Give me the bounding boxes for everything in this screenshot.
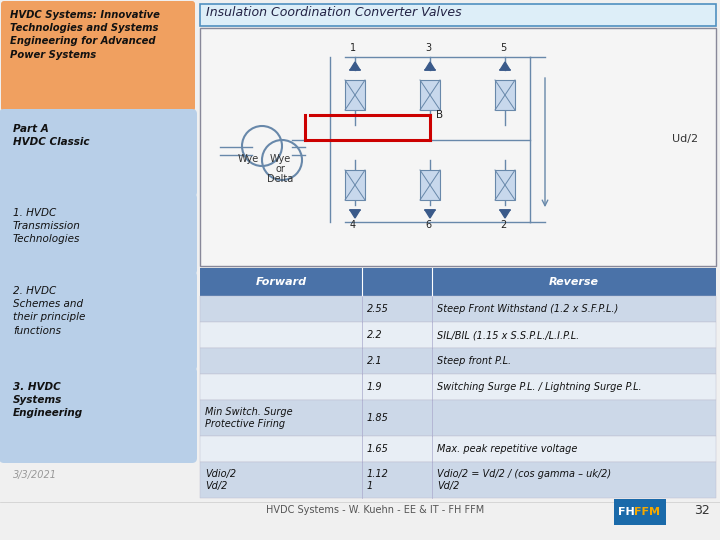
Text: Max. peak repetitive voltage: Max. peak repetitive voltage — [437, 444, 577, 454]
Text: 2: 2 — [500, 220, 506, 230]
Bar — [200, 400, 716, 436]
Text: Vdio/2
Vd/2: Vdio/2 Vd/2 — [205, 469, 236, 491]
Text: 6: 6 — [425, 220, 431, 230]
Polygon shape — [500, 210, 510, 218]
Text: Steep front P.L.: Steep front P.L. — [437, 356, 511, 366]
Text: Wye: Wye — [269, 154, 291, 164]
FancyBboxPatch shape — [0, 193, 197, 275]
Text: 1.85: 1.85 — [367, 413, 389, 423]
Bar — [495, 170, 515, 200]
Text: Delta: Delta — [267, 174, 293, 184]
Bar — [200, 268, 716, 296]
Text: 1.9: 1.9 — [367, 382, 382, 392]
Text: Wye: Wye — [238, 154, 258, 164]
Bar — [200, 436, 716, 462]
FancyBboxPatch shape — [0, 271, 197, 371]
Text: 1.12
1: 1.12 1 — [367, 469, 389, 491]
Text: 3: 3 — [425, 43, 431, 53]
Text: Vdio/2 = Vd/2 / (cos gamma – uk/2)
Vd/2: Vdio/2 = Vd/2 / (cos gamma – uk/2) Vd/2 — [437, 469, 611, 491]
Text: Reverse: Reverse — [549, 277, 599, 287]
Text: or: or — [275, 164, 285, 174]
Text: Ud/2: Ud/2 — [672, 134, 698, 144]
Text: FFM: FFM — [634, 507, 660, 517]
Bar — [200, 28, 716, 266]
Bar — [614, 499, 666, 525]
Bar — [200, 322, 716, 348]
Bar — [200, 374, 716, 400]
Polygon shape — [350, 62, 360, 70]
Text: Steep Front Withstand (1.2 x S.F.P.L.): Steep Front Withstand (1.2 x S.F.P.L.) — [437, 304, 618, 314]
Text: SIL/BIL (1.15 x S.S.P.L./L.I.P.L.: SIL/BIL (1.15 x S.S.P.L./L.I.P.L. — [437, 330, 580, 340]
FancyBboxPatch shape — [0, 109, 197, 197]
Polygon shape — [500, 62, 510, 70]
Bar — [420, 170, 440, 200]
FancyBboxPatch shape — [200, 4, 716, 26]
Text: 5: 5 — [500, 43, 506, 53]
Text: 1: 1 — [350, 43, 356, 53]
Bar — [200, 296, 716, 322]
Text: 32: 32 — [694, 503, 710, 516]
Text: Insulation Coordination Converter Valves: Insulation Coordination Converter Valves — [206, 6, 462, 19]
Polygon shape — [425, 210, 435, 218]
Bar — [200, 348, 716, 374]
Text: 3/3/2021: 3/3/2021 — [13, 470, 57, 480]
Text: HVDC Systems - W. Kuehn - EE & IT - FH FFM: HVDC Systems - W. Kuehn - EE & IT - FH F… — [266, 505, 484, 515]
Text: 1. HVDC
Transmission
Technologies: 1. HVDC Transmission Technologies — [13, 208, 81, 245]
Text: Part A
HVDC Classic: Part A HVDC Classic — [13, 124, 89, 147]
Bar — [200, 462, 716, 498]
Text: Min Switch. Surge
Protective Firing: Min Switch. Surge Protective Firing — [205, 407, 292, 429]
Bar — [345, 80, 365, 110]
Text: 4: 4 — [350, 220, 356, 230]
Text: 2.2: 2.2 — [367, 330, 382, 340]
Text: Forward: Forward — [256, 277, 307, 287]
Text: 3. HVDC
Systems
Engineering: 3. HVDC Systems Engineering — [13, 382, 83, 418]
Polygon shape — [350, 210, 360, 218]
Text: FH: FH — [618, 507, 635, 517]
Text: HVDC Systems: Innovative
Technologies and Systems
Engineering for Advanced
Power: HVDC Systems: Innovative Technologies an… — [10, 10, 160, 59]
Bar — [420, 80, 440, 110]
Text: 2.55: 2.55 — [367, 304, 389, 314]
FancyBboxPatch shape — [1, 1, 195, 111]
Bar — [345, 170, 365, 200]
Polygon shape — [425, 62, 435, 70]
FancyBboxPatch shape — [0, 367, 197, 463]
Text: 2. HVDC
Schemes and
their principle
functions: 2. HVDC Schemes and their principle func… — [13, 286, 86, 335]
Text: B: B — [436, 110, 443, 120]
Text: 1.65: 1.65 — [367, 444, 389, 454]
Text: Switching Surge P.L. / Lightning Surge P.L.: Switching Surge P.L. / Lightning Surge P… — [437, 382, 642, 392]
Bar — [495, 80, 515, 110]
Text: 2.1: 2.1 — [367, 356, 382, 366]
